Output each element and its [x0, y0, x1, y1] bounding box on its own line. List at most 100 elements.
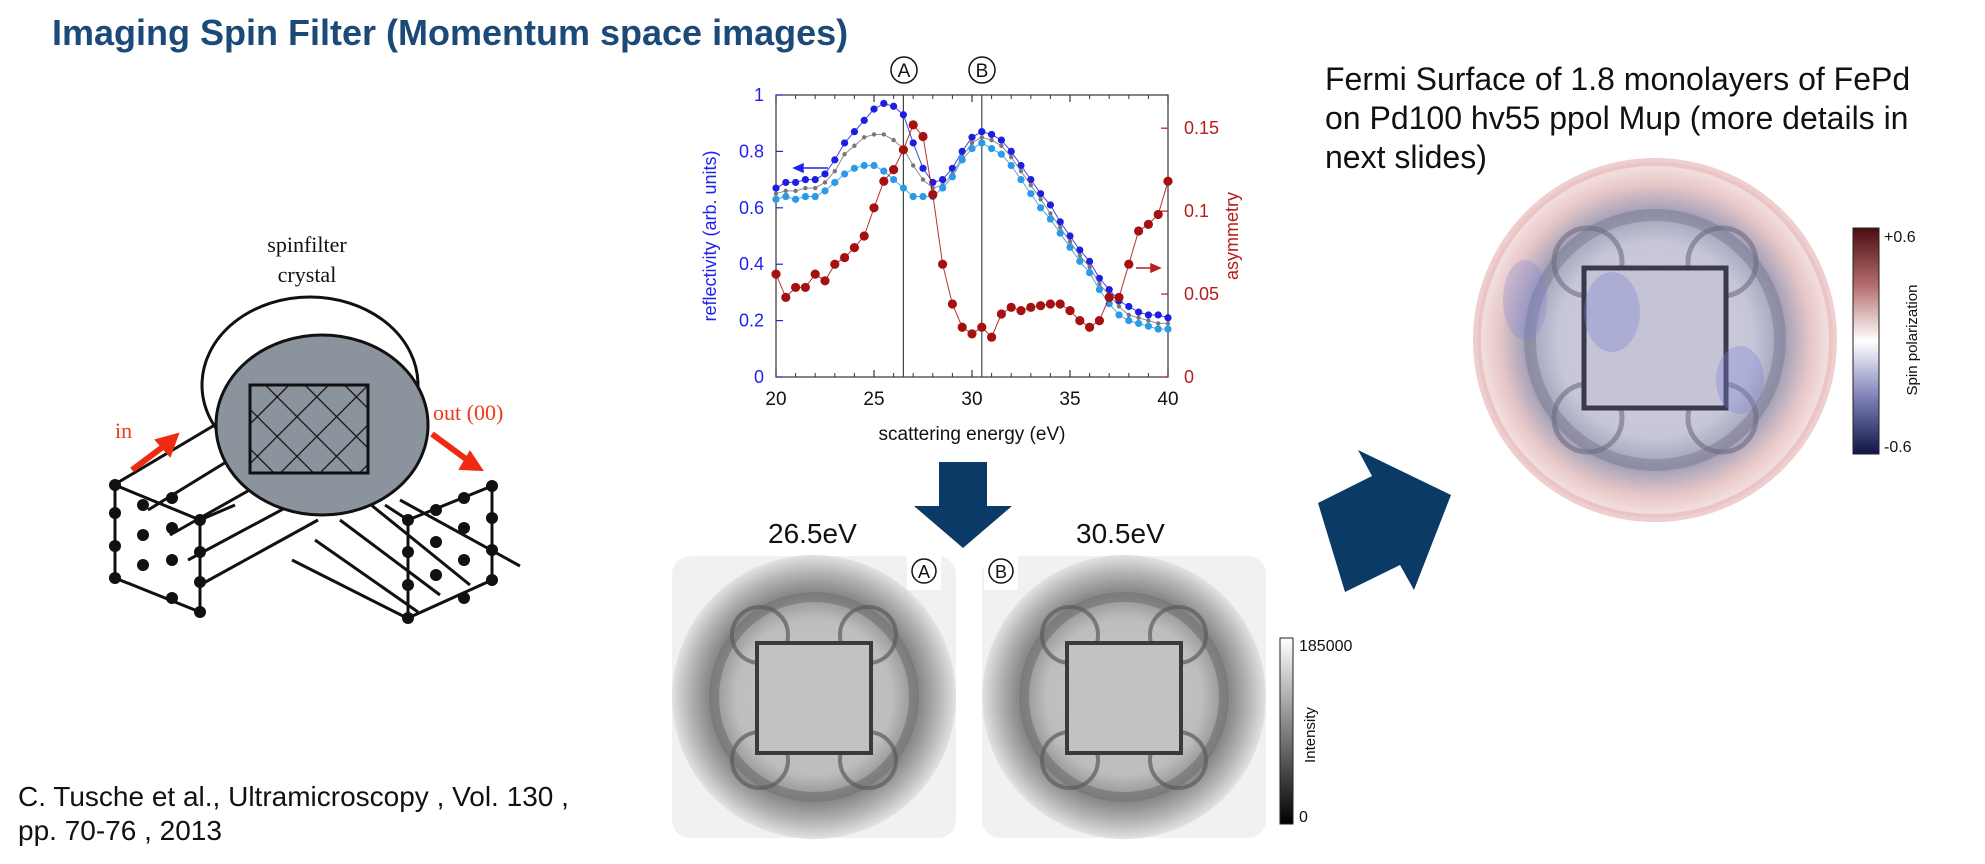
- asymmetry-series-point: [908, 120, 918, 130]
- reflectivity-series-1-point: [772, 184, 780, 192]
- in-arrow-icon: [130, 432, 180, 473]
- spin-min: -0.6: [1884, 439, 1912, 456]
- reflectivity-series-3-point: [782, 192, 790, 201]
- reflectivity-series-1-point: [1076, 246, 1084, 254]
- fermi-title-line2: on Pd100 hv55 ppol Mup (more details in: [1325, 100, 1909, 136]
- asymmetry-series-point: [987, 332, 997, 342]
- reflectivity-series-3-point: [1046, 215, 1054, 223]
- asymmetry-series-point: [938, 259, 948, 269]
- x-tick-label: 40: [1157, 389, 1178, 410]
- reflectivity-series-1-point: [939, 176, 947, 184]
- reflectivity-series-3-point: [1017, 176, 1025, 184]
- y-tick-label: 1: [754, 85, 764, 105]
- reflectivity-series-3-point: [939, 184, 947, 192]
- asymmetry-series-point: [1124, 259, 1134, 269]
- reflectivity-series-1-point: [968, 133, 976, 141]
- asymmetry-series-point: [1036, 301, 1046, 311]
- reflectivity-series-2-point: [911, 163, 916, 168]
- reflectivity-series-2-point: [1165, 321, 1171, 326]
- chart-ticks: 20 25 30 35 40 0 0.2 0.4 0.6 0.8 1 0 0.05 0.1 0.15: [739, 85, 1219, 410]
- asymmetry-series-point: [967, 329, 977, 339]
- y-axis-label: reflectivity (arb. units): [700, 150, 720, 321]
- reflectivity-series-2-point: [1018, 168, 1024, 174]
- reflectivity-series-3-point: [1086, 269, 1094, 277]
- reflectivity-series-2-point: [969, 140, 975, 146]
- left-lattice-dots: [109, 479, 206, 618]
- reflectivity-series-2-point: [822, 180, 828, 185]
- asymmetry-series-point: [1114, 292, 1124, 302]
- reflectivity-series-1-point: [1066, 232, 1074, 240]
- x-axis-label: scattering energy (eV): [879, 424, 1066, 445]
- asymmetry-series-point: [830, 259, 840, 269]
- asymmetry-series-point: [1026, 302, 1036, 312]
- reflectivity-series-2-point: [813, 185, 818, 191]
- reflectivity-series-3-point: [919, 192, 927, 201]
- reflectivity-series-1-point: [1105, 285, 1113, 294]
- reflectivity-series-2-point: [1009, 154, 1014, 160]
- fermi-title-line3: next slides): [1325, 139, 1487, 175]
- reflectivity-series-3-point: [1115, 311, 1123, 319]
- asymmetry-series-point: [898, 145, 909, 155]
- y2-axis-label: asymmetry: [1222, 192, 1242, 280]
- spin-title: Spin polarization: [1904, 285, 1921, 396]
- asymmetry-series-point: [1006, 302, 1016, 312]
- reflectivity-series-1-point: [890, 102, 898, 110]
- spin-colorbar: +0.6 -0.6 Spin polarization: [1852, 227, 1921, 456]
- reflectivity-series-3-point: [1154, 325, 1162, 333]
- asymmetry-series-point: [947, 299, 958, 309]
- reflectivity-series-3-point: [1037, 204, 1045, 212]
- reflectivity-series-3-point: [988, 144, 996, 153]
- reflectivity-series-2-point: [1136, 315, 1141, 320]
- reflectivity-series-2-point: [1097, 281, 1102, 287]
- asymmetry-series-point: [1163, 176, 1173, 186]
- reflectivity-series-3-point: [841, 170, 849, 178]
- asymmetry-series-point: [1104, 292, 1114, 302]
- svg-text:A: A: [918, 562, 930, 582]
- y-tick-label: 0: [754, 367, 764, 387]
- reflectivity-series-3-point: [968, 144, 976, 153]
- kspace-image-b: [982, 555, 1266, 839]
- reflectivity-series-3-point: [860, 161, 868, 170]
- y-tick-label: 0.8: [739, 141, 764, 161]
- reflectivity-series-1-point: [997, 136, 1006, 144]
- svg-text:B: B: [976, 61, 989, 82]
- marker-b-top: B: [968, 56, 996, 84]
- reflectivity-series-3-point: [870, 161, 878, 170]
- reflectivity-series-2-point: [803, 185, 808, 191]
- spin-polarization-image: [1473, 158, 1837, 522]
- reflectivity-series-2-point: [979, 135, 984, 140]
- reflectivity-series-1-point: [792, 178, 800, 187]
- spin-max: +0.6: [1884, 229, 1916, 246]
- reflectivity-series-3-point: [880, 167, 888, 175]
- asymmetry-series-point: [810, 269, 820, 279]
- reflectivity-series-2-point: [852, 143, 857, 148]
- reflectivity-series-3-point: [1125, 317, 1133, 325]
- asymmetry-series-point: [791, 282, 801, 293]
- citation-line1: C. Tusche et al., Ultramicroscopy , Vol.…: [18, 781, 569, 812]
- reflectivity-series-3-point: [890, 176, 898, 184]
- reflectivity-series-1-point: [850, 128, 859, 136]
- asymmetry-series-point: [957, 322, 967, 332]
- asymmetry-series-point: [800, 282, 811, 293]
- reflectivity-series-1-point: [1037, 190, 1045, 198]
- asymmetry-series-point: [977, 322, 987, 332]
- reflectivity-series-1-point: [782, 178, 790, 187]
- reflectivity-series-2-point: [1028, 183, 1034, 188]
- asymmetry-series-point: [1045, 299, 1055, 309]
- reflectivity-series-1-point: [1007, 147, 1015, 155]
- reflectivity-series-1-point: [899, 111, 908, 119]
- y-tick-label: 0.6: [739, 198, 764, 218]
- reflectivity-series-2-point: [1126, 312, 1132, 318]
- y2-tick-label: 0.15: [1184, 118, 1219, 138]
- asymmetry-series-point: [869, 203, 879, 213]
- reflectivity-series-1-point: [909, 139, 917, 147]
- y-tick-label: 0.2: [739, 311, 764, 331]
- y2-tick-label: 0.1: [1184, 201, 1209, 221]
- reflectivity-series-1-point: [1027, 176, 1035, 184]
- asymmetry-series-point: [1085, 322, 1095, 332]
- reflectivity-series-3-point: [899, 184, 908, 192]
- reflectivity-series-3-point: [1076, 257, 1084, 265]
- reflectivity-series-3-point: [909, 192, 917, 201]
- reflectivity-series-1-point: [948, 164, 957, 172]
